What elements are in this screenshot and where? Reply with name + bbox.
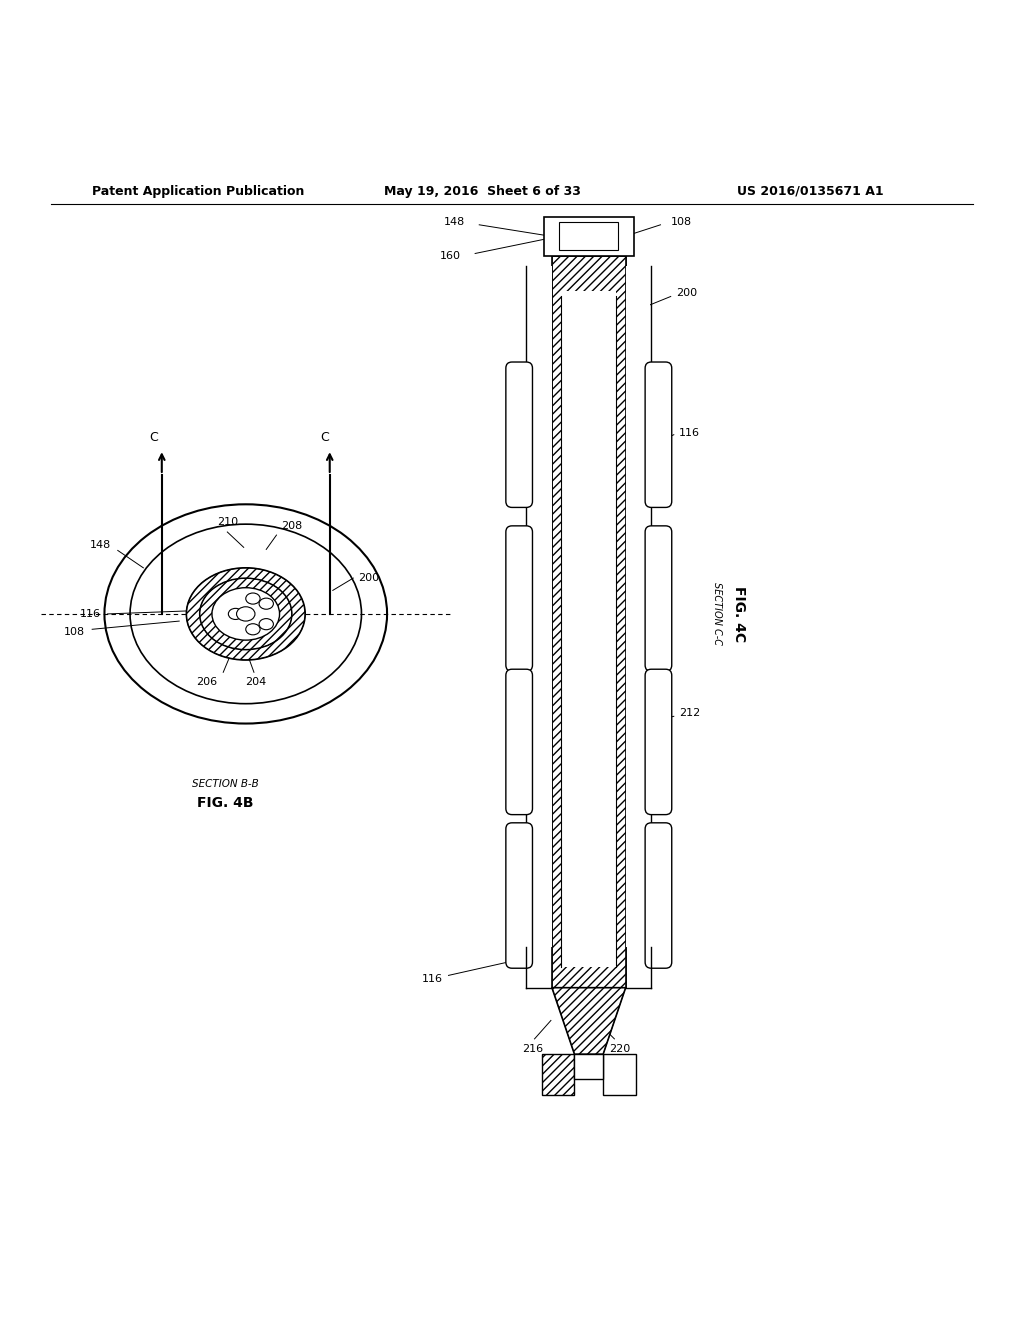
Text: 148: 148 bbox=[89, 540, 111, 550]
FancyBboxPatch shape bbox=[645, 669, 672, 814]
Text: 116: 116 bbox=[679, 428, 700, 438]
Text: Patent Application Publication: Patent Application Publication bbox=[92, 185, 304, 198]
Text: C: C bbox=[321, 432, 329, 445]
Text: SECTION B-B: SECTION B-B bbox=[191, 779, 259, 788]
Bar bbox=[542, 1055, 574, 1096]
Text: 116: 116 bbox=[421, 974, 442, 985]
Ellipse shape bbox=[200, 578, 292, 649]
Text: 200: 200 bbox=[676, 288, 697, 298]
Ellipse shape bbox=[246, 593, 260, 605]
Bar bbox=[574, 1055, 603, 1078]
Bar bbox=[544, 216, 634, 256]
Text: 206: 206 bbox=[196, 677, 217, 688]
Bar bbox=[542, 1055, 574, 1096]
Text: May 19, 2016  Sheet 6 of 33: May 19, 2016 Sheet 6 of 33 bbox=[384, 185, 581, 198]
Polygon shape bbox=[552, 987, 626, 1055]
Text: 148: 148 bbox=[443, 216, 465, 227]
Bar bbox=[561, 292, 616, 968]
Bar bbox=[626, 265, 650, 946]
Text: FIG. 4B: FIG. 4B bbox=[197, 796, 254, 810]
Bar bbox=[552, 256, 626, 987]
Ellipse shape bbox=[259, 619, 273, 630]
Ellipse shape bbox=[259, 598, 273, 610]
Ellipse shape bbox=[246, 624, 260, 635]
Text: 204: 204 bbox=[246, 677, 266, 688]
Text: 216: 216 bbox=[522, 1044, 543, 1053]
Text: 200: 200 bbox=[358, 573, 380, 583]
FancyBboxPatch shape bbox=[645, 525, 672, 672]
Bar bbox=[559, 222, 618, 251]
Bar bbox=[552, 256, 626, 987]
Ellipse shape bbox=[228, 609, 243, 619]
Text: FIG. 4C: FIG. 4C bbox=[732, 586, 746, 642]
Text: 108: 108 bbox=[63, 627, 85, 638]
Text: SECTION C-C: SECTION C-C bbox=[712, 582, 722, 645]
FancyBboxPatch shape bbox=[645, 822, 672, 969]
Ellipse shape bbox=[237, 607, 255, 622]
Text: 208: 208 bbox=[282, 521, 303, 531]
Text: 210: 210 bbox=[217, 517, 238, 527]
Bar bbox=[603, 1055, 636, 1096]
Text: 160: 160 bbox=[439, 251, 461, 260]
Text: C: C bbox=[150, 432, 158, 445]
Text: 108: 108 bbox=[671, 216, 692, 227]
Ellipse shape bbox=[212, 587, 280, 640]
FancyBboxPatch shape bbox=[645, 362, 672, 507]
FancyBboxPatch shape bbox=[506, 362, 532, 507]
Text: US 2016/0135671 A1: US 2016/0135671 A1 bbox=[737, 185, 884, 198]
Bar bbox=[527, 265, 552, 946]
Text: 116: 116 bbox=[79, 609, 100, 619]
FancyBboxPatch shape bbox=[506, 669, 532, 814]
FancyBboxPatch shape bbox=[506, 525, 532, 672]
Text: 212: 212 bbox=[679, 709, 700, 718]
Text: 220: 220 bbox=[609, 1044, 630, 1053]
FancyBboxPatch shape bbox=[506, 822, 532, 969]
Ellipse shape bbox=[186, 568, 305, 660]
